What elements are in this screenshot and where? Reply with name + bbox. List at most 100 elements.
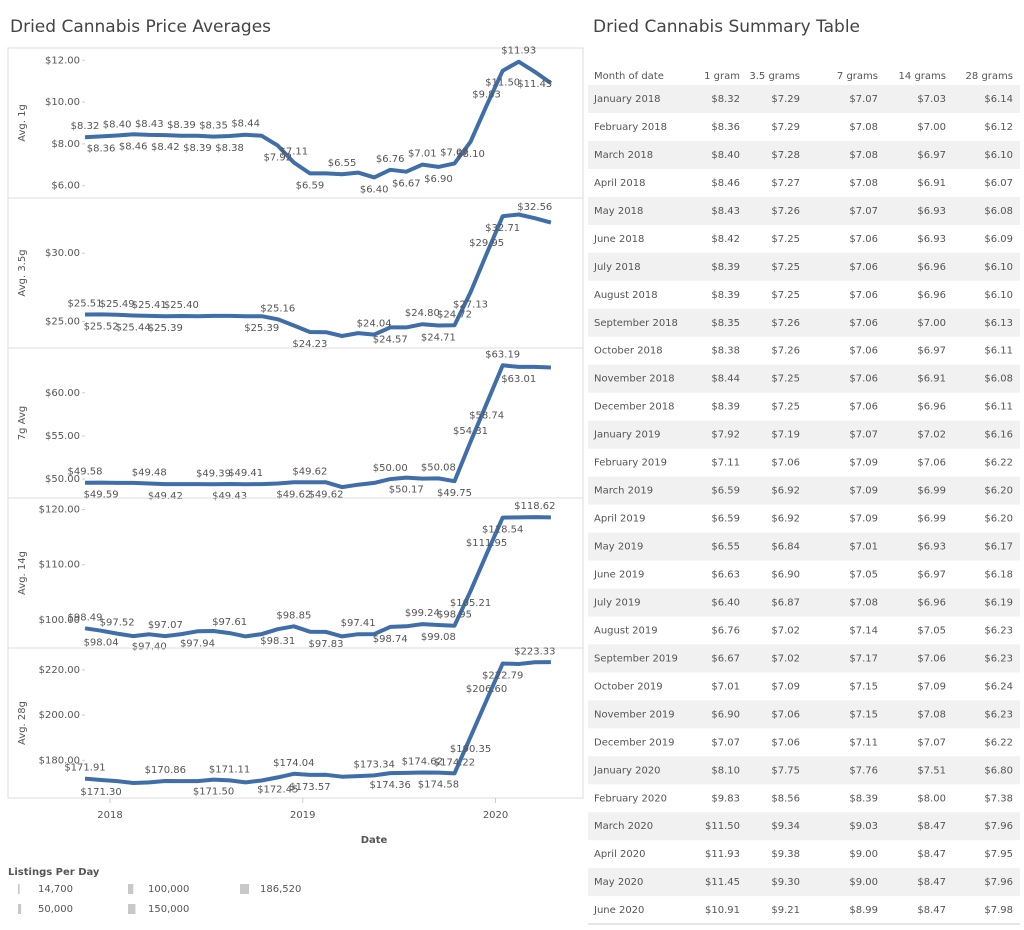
data-label: $49.75 (437, 488, 472, 499)
table-cell: $7.02 (771, 653, 800, 664)
table-cell: April 2018 (594, 178, 645, 189)
table-cell: $9.00 (849, 849, 878, 860)
table-cell: May 2020 (594, 877, 643, 888)
table-row-band (588, 588, 1020, 617)
table-row-band (588, 308, 1020, 337)
data-label: $24.23 (292, 339, 327, 350)
data-label: $8.39 (167, 120, 196, 131)
table-cell: February 2020 (594, 793, 667, 804)
table-cell: $7.76 (849, 765, 878, 776)
table-cell: $6.59 (711, 486, 740, 497)
table-cell: $7.09 (849, 514, 878, 525)
y-tick-label: $120.00 (39, 505, 80, 516)
data-label: $206.60 (466, 684, 507, 695)
table-cell: $7.01 (849, 542, 878, 553)
x-axis-label: Date (361, 835, 388, 846)
table-cell: $7.26 (771, 318, 800, 329)
table-cell: $7.25 (771, 262, 800, 273)
y-axis-label: 7g Avg (17, 406, 28, 440)
size-swatch (240, 884, 249, 894)
table-cell: $6.23 (984, 653, 1013, 664)
data-label: $11.45 (517, 79, 552, 90)
data-label: $6.59 (296, 180, 325, 191)
data-label: $63.01 (501, 374, 536, 385)
data-label: $25.40 (164, 300, 199, 311)
data-label: $49.42 (148, 491, 183, 502)
data-label: $97.40 (132, 641, 167, 652)
data-label: $24.80 (405, 308, 440, 319)
data-label: $8.43 (135, 119, 164, 130)
data-label: $58.74 (469, 411, 504, 422)
data-label: $50.00 (373, 463, 408, 474)
price-line (84, 515, 551, 639)
data-label: $171.50 (193, 787, 234, 798)
data-label: $171.91 (64, 763, 105, 774)
table-cell: $7.08 (849, 122, 878, 133)
table-cell: $7.15 (849, 709, 878, 720)
table-cell: $7.25 (771, 290, 800, 301)
table-cell: $8.42 (711, 234, 740, 245)
table-cell: $7.08 (849, 178, 878, 189)
table-cell: $7.07 (917, 737, 946, 748)
table-cell: $11.50 (705, 821, 740, 832)
x-tick-label: 2019 (290, 810, 315, 821)
table-cell: $6.08 (984, 206, 1013, 217)
data-label: $6.67 (392, 179, 421, 190)
table-cell: $6.76 (711, 625, 740, 636)
table-cell: $6.93 (917, 206, 946, 217)
data-label: $50.08 (421, 462, 456, 473)
table-cell: $7.38 (984, 793, 1013, 804)
table-cell: July 2018 (593, 262, 641, 273)
table-cell: $7.15 (849, 681, 878, 692)
table-cell: $9.38 (771, 849, 800, 860)
table-cell: $7.06 (849, 234, 878, 245)
table-cell: $7.08 (917, 709, 946, 720)
table-cell: $7.06 (849, 402, 878, 413)
table-cell: $6.97 (917, 569, 946, 580)
data-label: $25.51 (68, 299, 103, 310)
table-cell: $7.07 (849, 94, 878, 105)
data-label: $49.41 (228, 468, 263, 479)
table-cell: April 2019 (594, 514, 645, 525)
y-tick-label: $12.00 (45, 55, 80, 66)
table-row-band (588, 700, 1020, 729)
data-label: $49.62 (276, 489, 311, 500)
table-cell: $6.80 (984, 765, 1013, 776)
table-cell: $7.26 (771, 206, 800, 217)
table-cell: $6.92 (771, 486, 800, 497)
data-label: $97.83 (308, 639, 343, 650)
table-cell: $8.36 (711, 122, 740, 133)
table-cell: $6.96 (917, 402, 946, 413)
size-label: 150,000 (148, 904, 189, 915)
data-label: $98.95 (437, 610, 472, 621)
table-cell: $6.92 (771, 514, 800, 525)
table-cell: $8.47 (917, 849, 946, 860)
table-cell: September 2019 (594, 653, 678, 664)
table-header: 1 gram (704, 71, 740, 82)
data-label: $27.13 (453, 299, 488, 310)
table-header: 3.5 grams (749, 71, 800, 82)
table-cell: $7.09 (917, 681, 946, 692)
table-cell: $7.09 (771, 681, 800, 692)
table-cell: $7.11 (849, 737, 878, 748)
table-cell: $7.01 (711, 681, 740, 692)
size-swatch (128, 884, 134, 894)
table-cell: $6.97 (917, 150, 946, 161)
data-label: $105.21 (450, 598, 491, 609)
y-axis-label: Avg. 3.5g (17, 249, 28, 296)
table-cell: $8.39 (711, 262, 740, 273)
y-tick-label: $55.00 (45, 431, 80, 442)
y-tick-label: $50.00 (45, 474, 80, 485)
data-label: $25.52 (84, 321, 119, 332)
y-tick-label: $100.00 (39, 615, 80, 626)
data-label: $99.08 (421, 632, 456, 643)
data-label: $7.01 (408, 149, 437, 160)
table-cell: $7.27 (771, 178, 800, 189)
data-label: $6.90 (424, 174, 453, 185)
table-cell: June 2018 (593, 234, 644, 245)
table-cell: $7.95 (984, 849, 1013, 860)
table-cell: $8.44 (711, 374, 740, 385)
table-cell: $6.91 (917, 178, 946, 189)
price-line (84, 363, 551, 490)
table-cell: June 2019 (593, 569, 644, 580)
